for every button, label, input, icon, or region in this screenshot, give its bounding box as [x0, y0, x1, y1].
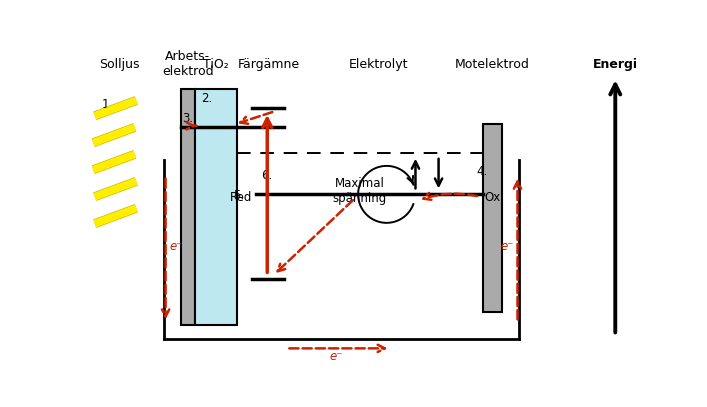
Text: Maximal
spänning: Maximal spänning — [332, 177, 387, 206]
Text: TiO₂: TiO₂ — [203, 58, 229, 71]
Text: 4.: 4. — [477, 165, 488, 178]
Bar — [181, 89, 195, 325]
Text: Färgämne: Färgämne — [238, 58, 300, 71]
Text: 1: 1 — [102, 98, 109, 111]
Text: Arbets-
elektrod: Arbets- elektrod — [162, 50, 214, 78]
Text: e⁻: e⁻ — [500, 240, 513, 253]
Text: 5.: 5. — [233, 189, 245, 202]
Text: 2.: 2. — [201, 92, 212, 105]
Text: 6.: 6. — [261, 169, 272, 182]
Text: Energi: Energi — [592, 58, 638, 71]
Text: Red: Red — [230, 191, 252, 204]
Bar — [195, 89, 238, 325]
Bar — [483, 124, 502, 312]
Text: Solljus: Solljus — [99, 58, 140, 71]
Text: Elektrolyt: Elektrolyt — [349, 58, 409, 71]
Text: Motelektrod: Motelektrod — [455, 58, 530, 71]
Text: Ox: Ox — [484, 191, 501, 204]
Text: e⁻: e⁻ — [170, 240, 183, 253]
Text: 3.: 3. — [182, 112, 194, 125]
Text: e⁻: e⁻ — [329, 350, 344, 363]
